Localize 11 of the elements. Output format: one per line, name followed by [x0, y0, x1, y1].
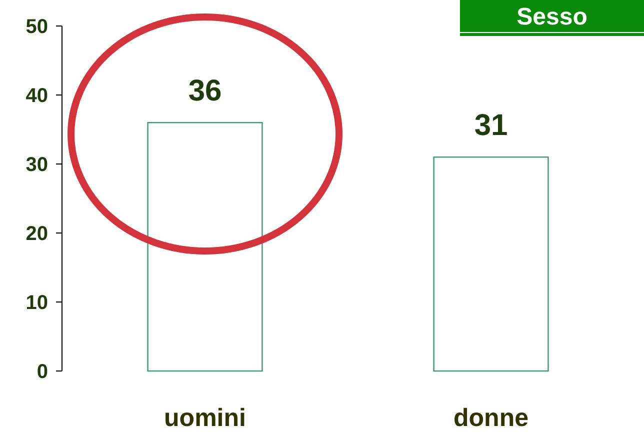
data-label: 36	[188, 74, 222, 108]
x-tick-label: donne	[454, 404, 529, 432]
chart-title: Sesso	[516, 3, 588, 30]
y-tick-label: 10	[26, 292, 48, 314]
y-tick-label: 20	[26, 223, 48, 245]
y-tick-label: 0	[36, 361, 48, 383]
y-tick-label: 30	[26, 154, 48, 176]
x-tick-label: uomini	[164, 404, 246, 432]
y-tick-label: 50	[26, 16, 48, 38]
data-label: 31	[474, 109, 508, 142]
y-tick-label: 40	[26, 85, 48, 107]
